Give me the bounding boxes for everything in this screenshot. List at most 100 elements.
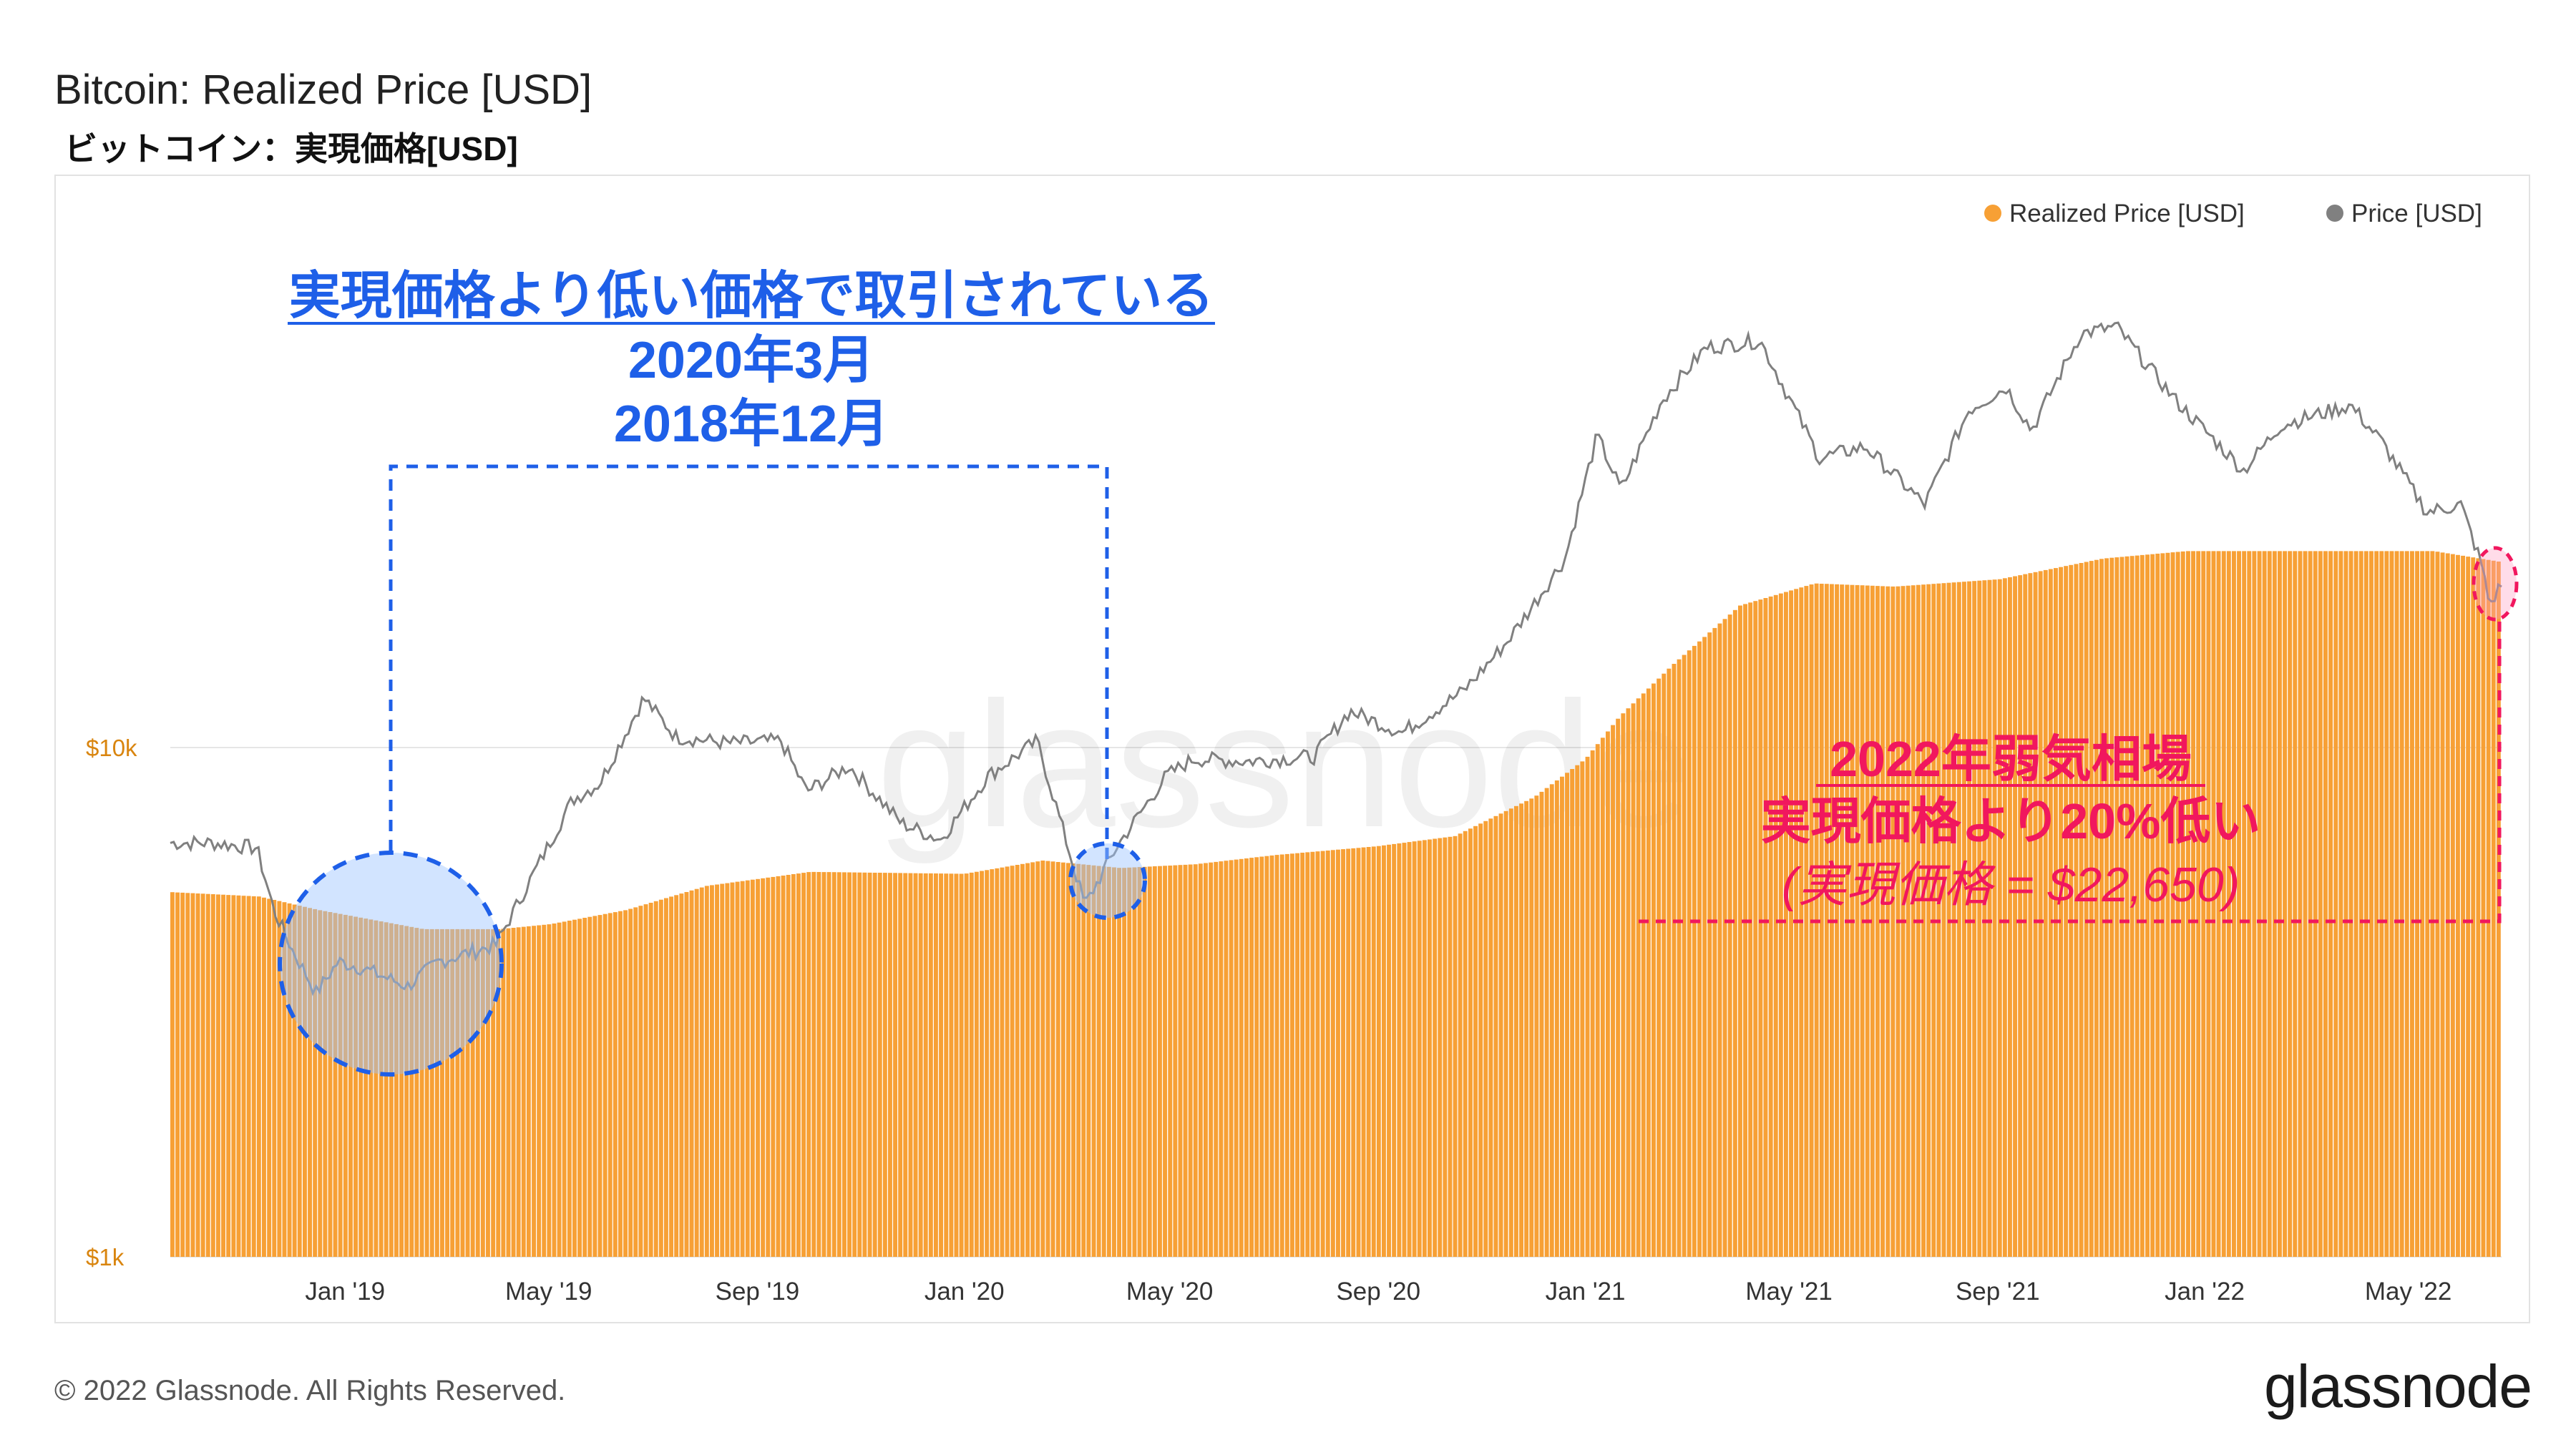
realized-price-bar bbox=[1682, 655, 1687, 1257]
realized-price-bar bbox=[1692, 645, 1697, 1257]
realized-price-bar bbox=[969, 872, 974, 1257]
realized-price-bar bbox=[2481, 559, 2486, 1257]
realized-price-bar bbox=[720, 883, 725, 1257]
realized-price-bar bbox=[740, 881, 745, 1257]
realized-price-bar bbox=[796, 873, 801, 1257]
chart-frame bbox=[54, 175, 2530, 1323]
realized-price-bar bbox=[1040, 861, 1045, 1257]
realized-price-bar bbox=[1616, 718, 1621, 1257]
realized-price-bar bbox=[210, 894, 215, 1257]
realized-price-bar bbox=[602, 913, 608, 1257]
realized-price-bar bbox=[287, 903, 292, 1257]
realized-price-bar bbox=[1173, 865, 1178, 1257]
realized-price-bar bbox=[1346, 848, 1351, 1257]
realized-price-bar bbox=[2109, 557, 2114, 1257]
realized-price-bar bbox=[562, 921, 567, 1257]
realized-price-bar bbox=[766, 877, 771, 1257]
realized-price-bar bbox=[1657, 678, 1662, 1257]
x-tick-label: Sep '20 bbox=[1336, 1278, 1420, 1306]
realized-price-bar bbox=[364, 919, 369, 1257]
realized-price-bar bbox=[2018, 575, 2023, 1257]
realized-price-bar bbox=[2064, 566, 2069, 1257]
annotation-blue-circle-2020 bbox=[1068, 841, 1147, 920]
realized-price-bar bbox=[379, 921, 384, 1257]
realized-price-bar bbox=[2379, 551, 2384, 1257]
realized-price-bar bbox=[1906, 585, 1911, 1257]
realized-price-bar bbox=[2175, 552, 2180, 1257]
x-tick-label: May '21 bbox=[1745, 1278, 1832, 1306]
realized-price-bar bbox=[2323, 551, 2328, 1257]
realized-price-bar bbox=[2272, 551, 2277, 1257]
realized-price-bar bbox=[2206, 551, 2211, 1257]
realized-price-bar bbox=[2170, 552, 2175, 1257]
realized-price-bar bbox=[949, 873, 954, 1257]
realized-price-bar bbox=[918, 873, 923, 1257]
realized-price-bar bbox=[730, 882, 735, 1257]
realized-price-bar bbox=[1606, 731, 1610, 1257]
realized-price-bar bbox=[1600, 738, 1605, 1257]
realized-price-bar bbox=[1458, 833, 1463, 1257]
realized-price-bar bbox=[2186, 551, 2190, 1257]
realized-price-bar bbox=[1875, 586, 1880, 1257]
realized-price-bar bbox=[2242, 551, 2247, 1257]
realized-price-bar bbox=[2288, 551, 2293, 1257]
realized-price-bar bbox=[470, 929, 475, 1257]
realized-price-bar bbox=[2160, 553, 2165, 1257]
realized-price-bar bbox=[1122, 868, 1127, 1257]
realized-price-bar bbox=[1127, 867, 1132, 1257]
realized-price-bar bbox=[1351, 848, 1356, 1257]
realized-price-bar bbox=[1911, 585, 1916, 1257]
realized-price-bar bbox=[399, 925, 404, 1257]
realized-price-bar bbox=[2425, 551, 2430, 1257]
realized-price-bar bbox=[175, 892, 180, 1257]
realized-price-bar bbox=[353, 916, 358, 1257]
realized-price-bar bbox=[2140, 554, 2145, 1257]
realized-price-bar bbox=[2237, 551, 2241, 1257]
legend-item-realized-price[interactable]: Realized Price [USD] bbox=[1984, 200, 2245, 227]
realized-price-bar bbox=[1483, 820, 1488, 1257]
realized-price-bar bbox=[2461, 555, 2465, 1257]
realized-price-bar bbox=[1926, 584, 1931, 1257]
realized-price-bar bbox=[567, 921, 572, 1257]
realized-price-bar bbox=[1646, 688, 1651, 1257]
realized-price-bar bbox=[1982, 580, 1987, 1257]
price-line bbox=[170, 321, 2502, 996]
realized-price-bar bbox=[990, 869, 995, 1257]
realized-price-bar bbox=[888, 873, 892, 1257]
realized-price-bar bbox=[2165, 552, 2170, 1257]
realized-price-bar bbox=[2028, 573, 2033, 1257]
realized-price-bar bbox=[2435, 552, 2440, 1257]
realized-price-bar bbox=[2278, 551, 2282, 1257]
realized-price-bar bbox=[842, 872, 847, 1257]
realized-price-bar bbox=[1259, 856, 1264, 1257]
realized-price-bar bbox=[221, 894, 225, 1257]
realized-price-bar bbox=[1341, 849, 1345, 1257]
realized-price-bar bbox=[974, 871, 979, 1257]
legend-item-price[interactable]: Price [USD] bbox=[2326, 200, 2482, 227]
realized-price-bar bbox=[2404, 551, 2409, 1257]
realized-price-bar bbox=[1137, 867, 1142, 1257]
realized-price-bar bbox=[1290, 853, 1294, 1257]
realized-price-bar bbox=[1305, 852, 1310, 1257]
realized-price-bar bbox=[2384, 551, 2389, 1257]
realized-price-bar bbox=[414, 928, 419, 1257]
realized-price-bar bbox=[2363, 551, 2368, 1257]
realized-price-bar bbox=[608, 913, 613, 1257]
realized-price-bar bbox=[1315, 851, 1320, 1257]
realized-price-bar bbox=[1508, 808, 1513, 1257]
realized-price-bar bbox=[1956, 582, 1961, 1257]
realized-price-bar bbox=[1325, 851, 1330, 1257]
realized-price-bar bbox=[2440, 552, 2445, 1257]
realized-price-bar bbox=[2369, 551, 2373, 1257]
realized-price-bar bbox=[689, 890, 694, 1257]
realized-price-bar bbox=[1544, 788, 1549, 1257]
realized-price-bar bbox=[877, 873, 882, 1257]
realized-price-bar bbox=[1890, 586, 1896, 1257]
realized-price-bar bbox=[1438, 838, 1443, 1257]
realized-price-bar bbox=[1071, 863, 1075, 1257]
realized-price-bar bbox=[939, 873, 943, 1257]
realized-price-bar bbox=[582, 918, 587, 1257]
realized-price-bar bbox=[2216, 551, 2221, 1257]
realized-price-bar bbox=[725, 883, 730, 1257]
realized-price-bar bbox=[2303, 551, 2308, 1257]
